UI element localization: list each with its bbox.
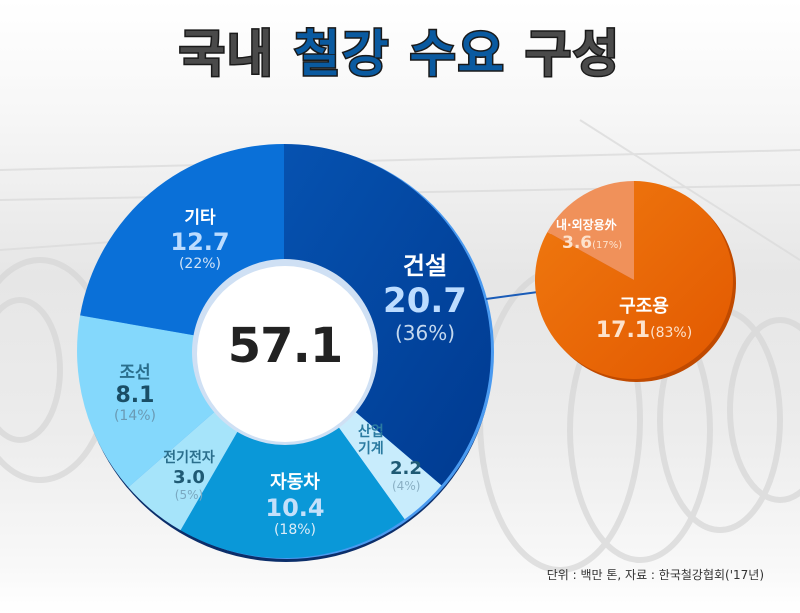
- page-title: 국내 철강 수요 구성: [0, 24, 800, 85]
- label-name: 기타: [184, 208, 216, 228]
- label-value: 3.6: [562, 233, 593, 253]
- label-other: 기타 12.7 (22%): [150, 203, 250, 272]
- label-name: 구조용: [619, 296, 669, 317]
- source-note: 단위 : 백만 톤, 자료 : 한국철강협회('17년): [546, 568, 764, 582]
- label-value: 20.7: [383, 281, 467, 321]
- label-name: 건설: [402, 252, 448, 280]
- label-interior-exterior: 내·외장용外 3.6(17%): [556, 216, 656, 253]
- label-value-row: 3.6(17%): [562, 233, 656, 253]
- label-name-line2: 기계: [358, 441, 384, 457]
- slice-interior-exterior[interactable]: [547, 181, 634, 280]
- label-value: 3.0: [173, 467, 205, 488]
- slice-automobile[interactable]: [180, 351, 405, 559]
- label-pct: (36%): [394, 321, 456, 345]
- label-name: 조선: [119, 363, 151, 383]
- donut-hole: [197, 266, 373, 442]
- slice-structural[interactable]: [534, 181, 733, 379]
- label-value: 8.1: [115, 383, 155, 408]
- title-part-steel: 철강: [293, 24, 391, 85]
- label-pct: (83%): [650, 325, 693, 341]
- donut-total: 57.1: [227, 318, 343, 374]
- label-pct: (22%): [178, 256, 222, 272]
- label-value: 17.1: [595, 318, 651, 343]
- label-construction: 건설 20.7 (36%): [370, 246, 480, 345]
- label-name-line1: 산업: [358, 424, 384, 440]
- label-pct: (4%): [392, 479, 421, 493]
- label-pct: (5%): [174, 488, 204, 502]
- label-electronics: 전기전자 3.0 (5%): [146, 447, 232, 502]
- title-part-demand: 수요: [408, 24, 506, 85]
- label-value: 2.2: [390, 458, 422, 479]
- label-value: 10.4: [265, 494, 325, 522]
- label-pct: (14%): [113, 408, 157, 424]
- label-shipbuilding: 조선 8.1 (14%): [100, 358, 170, 424]
- label-name: 내·외장용外: [556, 218, 617, 232]
- label-name: 자동차: [270, 472, 320, 493]
- label-structural: 구조용 17.1(83%): [574, 292, 714, 343]
- label-pct: (18%): [273, 522, 317, 538]
- connector-line: [485, 291, 539, 300]
- title-part-composition: 구성: [524, 24, 622, 85]
- label-value-row: 17.1(83%): [574, 318, 714, 343]
- label-industrial-machinery: 산업 기계 2.2 (4%): [358, 424, 438, 493]
- title-part-domestic: 국내: [177, 24, 275, 85]
- label-name: 전기전자: [163, 450, 215, 466]
- label-automobile: 자동차 10.4 (18%): [240, 468, 350, 538]
- label-value: 12.7: [170, 228, 230, 256]
- slice-construction[interactable]: [284, 144, 491, 486]
- label-pct: (17%): [592, 240, 623, 251]
